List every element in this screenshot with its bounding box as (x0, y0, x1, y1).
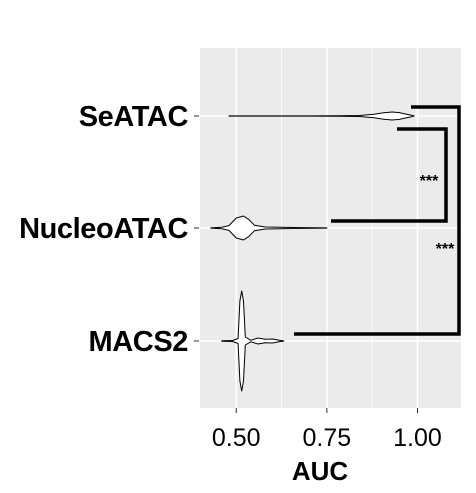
x-tick-label-1: 0.75 (303, 424, 352, 452)
x-tick-label-2: 1.00 (393, 424, 442, 452)
category-label-seatac: SeATAC (79, 101, 189, 133)
bracket-macs2-seatac (294, 105, 461, 336)
violin-seatac (228, 111, 415, 121)
category-label-nucleoatac: NucleoATAC (19, 213, 188, 245)
violins (210, 111, 415, 392)
violin-macs2 (221, 290, 284, 392)
category-labels: SeATAC NucleoATAC MACS2 (19, 101, 199, 358)
x-tick-labels: 0.50 0.75 1.00 (212, 408, 442, 452)
violin-nucleoatac (210, 215, 328, 241)
x-axis-title: AUC (292, 456, 349, 486)
x-tick-label-0: 0.50 (212, 424, 261, 452)
significance-brackets: *** *** (294, 105, 461, 336)
significance-label-2: *** (436, 241, 455, 258)
category-label-macs2: MACS2 (88, 326, 188, 358)
bracket-nucleoatac-seatac (331, 127, 448, 223)
significance-label-1: *** (420, 173, 439, 190)
